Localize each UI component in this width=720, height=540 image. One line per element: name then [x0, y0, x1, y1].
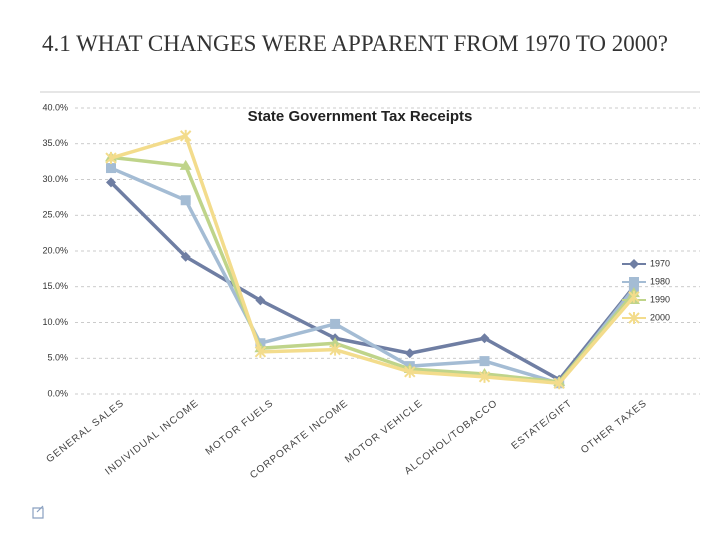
x-tick-label: GENERAL SALES — [44, 398, 126, 465]
data-point — [329, 343, 341, 356]
data-point — [628, 290, 640, 303]
y-tick-label: 15.0% — [42, 281, 68, 291]
data-point — [404, 348, 415, 359]
y-tick-label: 10.0% — [42, 317, 68, 327]
data-point — [479, 333, 490, 344]
legend-marker — [628, 312, 640, 324]
data-point — [106, 163, 116, 174]
y-tick-label: 35.0% — [42, 138, 68, 148]
data-point — [179, 159, 192, 170]
data-point — [404, 365, 416, 378]
x-tick-label: MOTOR VEHICLE — [343, 398, 425, 466]
series-line — [110, 155, 636, 384]
legend-label: 1970 — [650, 258, 670, 268]
y-tick-label: 30.0% — [42, 174, 68, 184]
series-line — [109, 181, 636, 382]
legend-label: 2000 — [650, 312, 670, 322]
data-point — [329, 337, 342, 348]
data-point — [106, 177, 116, 188]
chart-title: State Government Tax Receipts — [248, 108, 473, 125]
data-point — [254, 345, 267, 358]
y-tick-label: 25.0% — [42, 210, 68, 220]
legend-label: 1990 — [650, 294, 670, 304]
data-point — [180, 195, 191, 206]
x-tick-label: ESTATE/GIFT — [510, 398, 575, 452]
slide-title: 4.1 WHAT CHANGES WERE APPARENT FROM 1970… — [42, 31, 668, 56]
y-tick-label: 5.0% — [47, 353, 68, 363]
y-tick-label: 40.0% — [42, 102, 68, 112]
x-tick-label: OTHER TAXES — [579, 398, 649, 456]
legend-marker — [629, 259, 639, 269]
data-point — [180, 251, 191, 262]
legend-label: 1980 — [650, 276, 670, 286]
y-tick-label: 20.0% — [42, 245, 68, 255]
data-point — [330, 318, 341, 329]
data-point — [255, 295, 266, 306]
legend-marker — [629, 277, 639, 287]
data-point — [478, 370, 491, 383]
data-point — [105, 152, 117, 165]
data-point — [479, 356, 490, 367]
y-tick-label: 0.0% — [47, 388, 68, 398]
data-point — [553, 377, 565, 390]
nav-icon — [32, 505, 44, 519]
data-point — [179, 129, 192, 142]
x-tick-label: MOTOR FUELS — [204, 398, 276, 458]
series-line — [110, 134, 636, 386]
